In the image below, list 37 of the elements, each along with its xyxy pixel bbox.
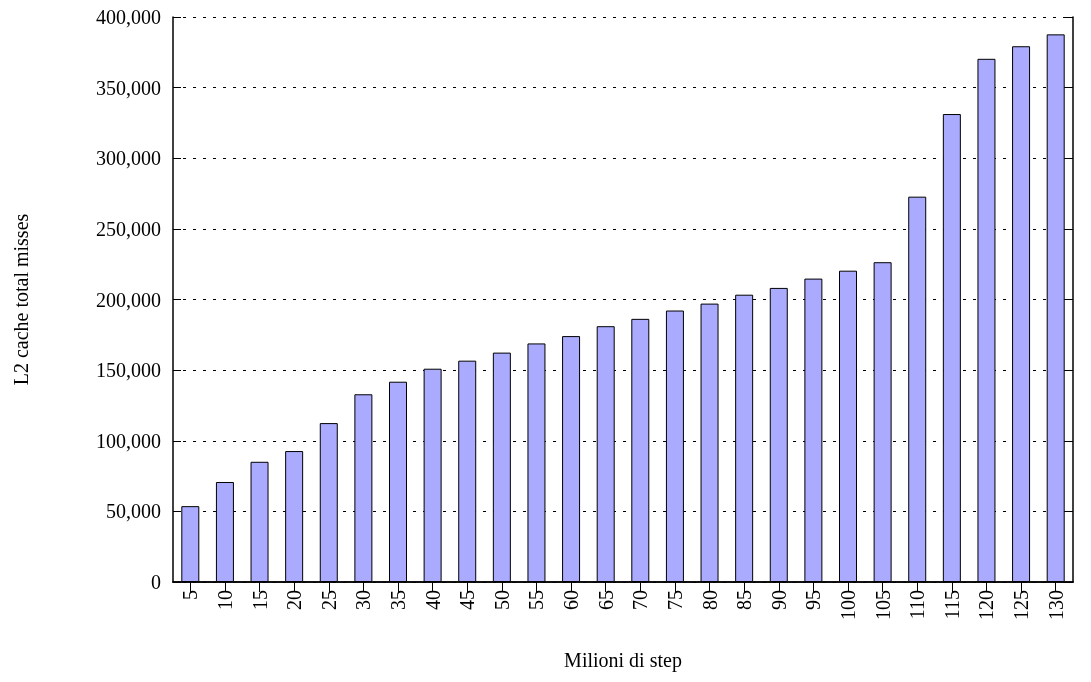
x-tick-label: 5	[179, 590, 202, 600]
y-tick-label: 0	[151, 571, 161, 593]
y-tick-label: 350,000	[96, 76, 161, 99]
y-tick-label: 100,000	[96, 429, 161, 452]
x-tick-label: 30	[352, 590, 375, 610]
x-tick-label: 45	[456, 590, 479, 610]
y-tick-label: 250,000	[96, 217, 161, 240]
x-tick-label: 20	[283, 590, 306, 610]
x-tick-label: 65	[594, 590, 617, 610]
y-axis-title: L2 cache total misses	[10, 213, 32, 386]
x-tick-label: 80	[698, 590, 721, 610]
x-axis-title: Milioni di step	[564, 649, 682, 672]
x-tick-label: 10	[213, 590, 236, 610]
x-tick-label: 110	[906, 590, 929, 620]
x-tick-label: 115	[940, 590, 963, 620]
y-tick-label: 150,000	[96, 359, 161, 382]
x-tick-label: 85	[733, 590, 756, 610]
x-tick-label: 100	[837, 590, 859, 620]
x-tick-label: 40	[421, 590, 444, 610]
x-tick-label: 35	[387, 590, 409, 610]
y-tick-label: 300,000	[96, 147, 161, 170]
x-tick-label: 25	[317, 590, 340, 610]
x-tick-label: 120	[975, 590, 998, 620]
x-tick-label: 130	[1044, 590, 1067, 620]
y-tick-label: 400,000	[96, 6, 161, 28]
y-tick-label: 200,000	[96, 288, 161, 311]
x-tick-label: 70	[629, 590, 652, 610]
x-tick-label: 125	[1010, 590, 1033, 620]
x-tick-label: 105	[871, 590, 894, 620]
x-tick-label: 90	[767, 590, 790, 610]
x-tick-label: 55	[525, 590, 548, 610]
x-tick-label: 75	[663, 590, 686, 610]
x-tick-label: 95	[802, 590, 825, 610]
x-tick-label: 60	[560, 590, 583, 610]
x-tick-label: 50	[490, 590, 513, 610]
y-tick-label: 50,000	[106, 500, 161, 523]
x-tick-label: 15	[248, 590, 271, 610]
